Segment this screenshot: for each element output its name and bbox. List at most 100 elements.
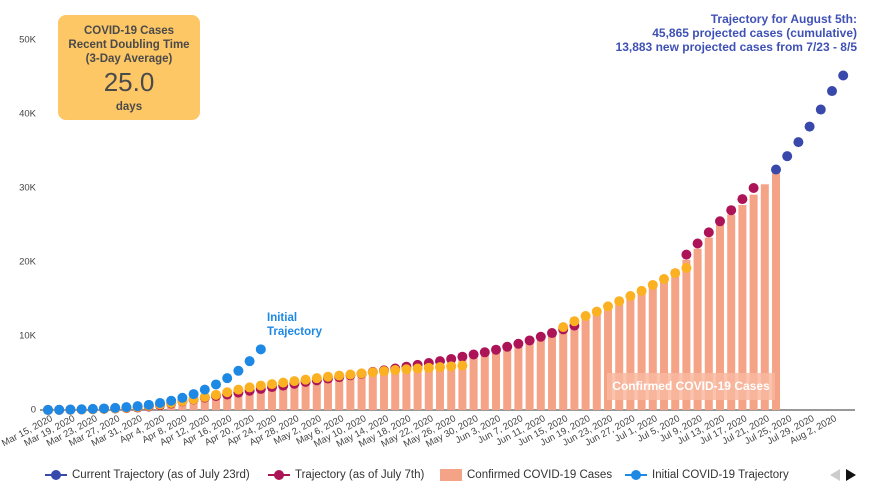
point: [524, 335, 535, 346]
bar: [559, 330, 568, 410]
point: [87, 403, 98, 414]
note-line: Trajectory for August 5th:: [711, 12, 857, 26]
point: [132, 401, 143, 412]
confirmed-label-box: [607, 373, 775, 400]
bar: [200, 397, 209, 410]
point: [457, 360, 468, 371]
point: [737, 194, 748, 205]
point: [278, 377, 289, 388]
point: [580, 311, 591, 322]
point: [513, 338, 524, 349]
point: [99, 403, 109, 414]
y-tick-label: 50K: [19, 35, 37, 46]
point: [76, 404, 87, 415]
bar: [413, 366, 422, 410]
bar: [424, 364, 433, 410]
point: [323, 371, 333, 382]
legend-next[interactable]: [846, 469, 856, 481]
bar: [256, 389, 265, 410]
point: [423, 362, 434, 373]
bar: [772, 169, 780, 410]
point: [65, 404, 76, 415]
doubling-box: [58, 15, 200, 120]
bar: [615, 304, 624, 410]
point: [267, 379, 277, 390]
bar: [637, 292, 646, 410]
y-tick-label: 0: [31, 405, 36, 416]
bar: [693, 248, 702, 410]
bar: [604, 308, 612, 410]
point: [188, 389, 199, 400]
point: [547, 328, 557, 339]
bar: [626, 299, 635, 410]
bar: [458, 358, 467, 410]
point: [356, 368, 367, 379]
point: [401, 364, 412, 375]
bar: [592, 313, 601, 410]
bar: [660, 277, 668, 410]
point: [670, 268, 681, 279]
bar: [223, 394, 232, 410]
bar: [480, 353, 489, 410]
bar: [671, 269, 680, 410]
point: [681, 262, 692, 273]
point: [177, 392, 188, 403]
bar: [312, 381, 321, 410]
bar: [760, 184, 769, 410]
bar: [716, 225, 724, 410]
point: [367, 367, 378, 378]
box-line: COVID-19 Cases: [84, 25, 174, 37]
legend-dot: [274, 470, 284, 480]
box-value: 25.0: [104, 67, 155, 97]
point: [233, 365, 244, 376]
point: [166, 395, 177, 406]
point: [569, 316, 580, 327]
point: [412, 363, 423, 374]
point: [591, 306, 602, 317]
point: [748, 183, 759, 193]
point: [625, 291, 636, 302]
bar: [402, 368, 411, 410]
point: [334, 370, 345, 381]
legend-prev[interactable]: [830, 469, 840, 481]
point: [121, 402, 132, 413]
bar: [279, 385, 288, 410]
note-line: 13,883 new projected cases from 7/23 - 8…: [616, 40, 858, 54]
legend-label: Confirmed COVID-19 Cases: [467, 469, 612, 481]
point: [255, 380, 266, 391]
point: [435, 362, 445, 373]
point: [681, 249, 692, 260]
point: [43, 404, 53, 415]
point: [155, 397, 165, 408]
y-tick-label: 20K: [19, 257, 37, 268]
point: [647, 279, 658, 290]
initial-label: Trajectory: [267, 326, 323, 338]
bar: [290, 384, 299, 410]
point: [300, 374, 311, 385]
bar: [245, 391, 254, 410]
point: [838, 70, 849, 81]
y-tick-label: 10K: [19, 331, 37, 342]
point: [446, 353, 457, 364]
point: [827, 86, 837, 97]
point: [199, 384, 210, 395]
box-line: Recent Doubling Time: [68, 39, 189, 51]
point: [715, 216, 725, 227]
point: [479, 347, 490, 358]
bar: [189, 399, 198, 410]
legend-label: Current Trajectory (as of July 23rd): [72, 469, 250, 481]
point: [233, 384, 244, 395]
y-tick-label: 30K: [19, 183, 37, 194]
point: [804, 121, 815, 132]
legend-label: Trajectory (as of July 7th): [295, 469, 424, 481]
point: [636, 285, 647, 296]
point: [311, 373, 322, 384]
point: [345, 369, 356, 380]
legend-label: Initial COVID-19 Trajectory: [652, 469, 789, 481]
point: [289, 376, 300, 387]
y-tick-label: 40K: [19, 109, 37, 120]
point: [502, 341, 513, 352]
bar: [391, 370, 400, 410]
point: [726, 205, 737, 216]
